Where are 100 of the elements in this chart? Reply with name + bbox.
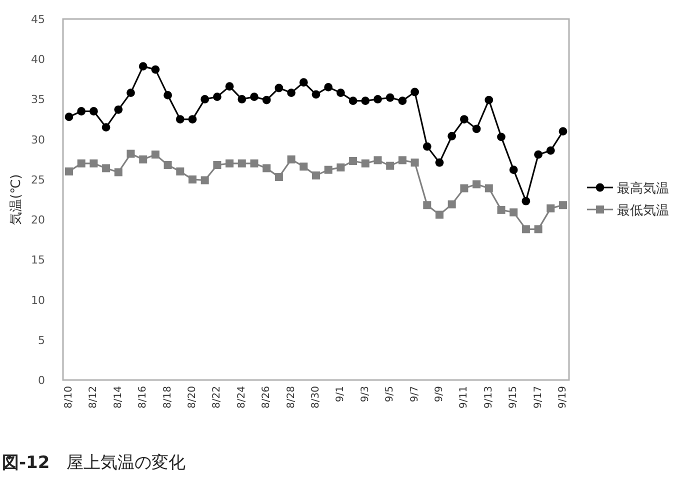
point	[312, 171, 320, 180]
point	[262, 96, 271, 104]
x-tick-label: 8/26	[261, 386, 272, 408]
point	[300, 162, 308, 171]
y-tick-label: 30	[31, 133, 45, 146]
point	[126, 150, 135, 158]
point	[410, 158, 419, 167]
point	[361, 159, 370, 168]
point	[472, 180, 481, 188]
y-tick-label: 45	[31, 13, 45, 26]
x-tick-label: 9/5	[384, 386, 396, 402]
point	[398, 156, 406, 164]
y-tick-label: 15	[31, 254, 45, 267]
y-tick-label: 35	[31, 93, 45, 106]
point	[238, 95, 246, 104]
point	[312, 90, 320, 99]
y-tick-label: 5	[38, 334, 45, 347]
point	[522, 225, 530, 234]
point	[558, 127, 568, 136]
x-tick-label: 9/7	[409, 386, 420, 402]
point	[139, 155, 148, 164]
point	[114, 168, 122, 176]
point	[423, 201, 432, 210]
x-tick-label: 8/16	[138, 386, 149, 408]
point	[361, 96, 370, 106]
point	[522, 196, 530, 206]
point	[287, 88, 296, 98]
point	[250, 92, 258, 102]
point	[386, 162, 394, 170]
point	[336, 163, 345, 172]
point	[534, 150, 542, 159]
x-tick-label: 8/24	[236, 386, 248, 408]
point	[102, 123, 110, 132]
y-axis-title: 気温(℃)	[9, 174, 24, 225]
x-tick-label: 8/28	[286, 386, 297, 408]
legend-label: 最低気温	[617, 204, 669, 218]
point	[349, 156, 358, 165]
x-tick-label: 8/18	[162, 386, 174, 408]
point	[274, 84, 284, 92]
y-tick-label: 10	[31, 294, 45, 307]
point	[262, 164, 271, 172]
point	[374, 95, 382, 104]
x-tick-label: 9/1	[335, 386, 346, 402]
point	[534, 225, 542, 234]
x-tick-label: 9/17	[532, 386, 544, 408]
point	[287, 155, 296, 164]
point	[324, 82, 333, 92]
x-tick-label: 9/15	[508, 386, 520, 408]
point	[436, 210, 444, 219]
point	[226, 159, 234, 168]
point	[422, 142, 432, 151]
point	[77, 107, 86, 116]
point	[250, 159, 258, 168]
x-tick-label: 8/14	[112, 386, 124, 408]
point	[65, 167, 73, 176]
text: 図-12 屋上気温の変化	[2, 453, 186, 473]
point	[200, 95, 210, 104]
point	[77, 159, 86, 168]
x-tick-label: 9/11	[458, 386, 470, 408]
point	[238, 159, 246, 168]
point	[164, 161, 172, 170]
point	[176, 167, 184, 176]
point	[200, 176, 209, 184]
point	[188, 115, 197, 124]
x-tick-label: 9/3	[360, 386, 371, 402]
point	[386, 93, 394, 102]
point	[299, 78, 308, 87]
x-tick-label: 8/22	[212, 386, 223, 408]
point	[138, 62, 148, 71]
point	[398, 96, 407, 106]
x-tick-label: 8/20	[187, 386, 198, 408]
point	[448, 200, 456, 208]
point	[64, 112, 74, 122]
point	[497, 132, 506, 142]
point	[164, 91, 172, 100]
point	[484, 96, 494, 104]
x-tick-label: 9/19	[558, 386, 568, 408]
point	[559, 201, 567, 210]
point	[225, 82, 234, 91]
point	[114, 105, 123, 114]
point	[510, 208, 518, 216]
x-tick-label: 9/9	[434, 386, 445, 402]
point	[274, 173, 283, 182]
x-tick-label: 8/10	[64, 386, 74, 408]
point	[90, 107, 98, 116]
point	[546, 204, 555, 212]
y-tick-label: 25	[31, 173, 45, 186]
point	[410, 88, 419, 96]
point	[176, 115, 184, 124]
point	[151, 65, 160, 74]
y-tick-label: 20	[31, 214, 45, 227]
y-tick-label: 0	[38, 374, 45, 387]
point	[151, 150, 160, 159]
point	[324, 166, 332, 174]
point	[448, 132, 456, 140]
point	[497, 206, 506, 214]
point	[90, 159, 98, 168]
legend-label: 最高気温	[617, 180, 669, 196]
point	[509, 166, 518, 174]
point	[484, 184, 493, 192]
